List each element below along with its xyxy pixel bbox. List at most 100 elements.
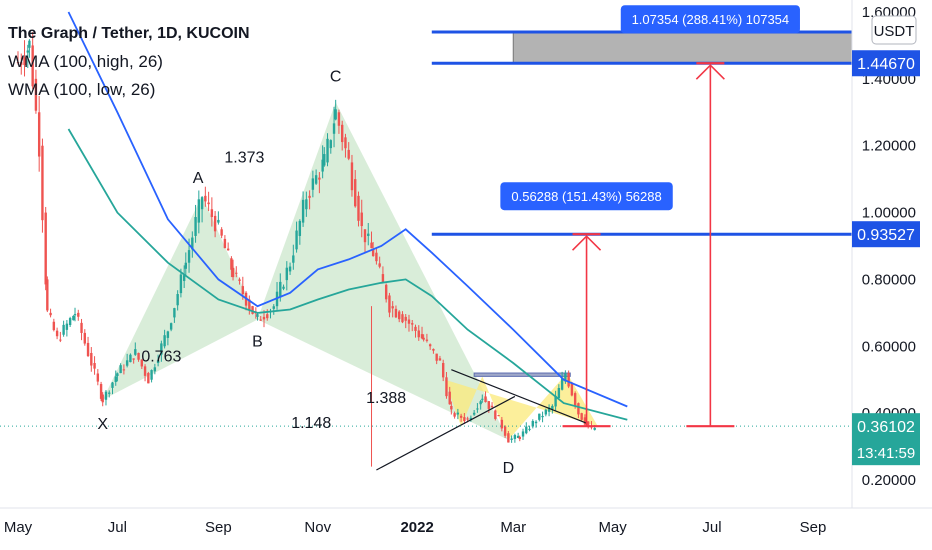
x-tick-label: Mar <box>500 519 526 536</box>
candle-body <box>197 199 201 223</box>
candle-body <box>560 378 564 390</box>
candle-body <box>295 230 298 250</box>
candle-body <box>20 62 23 65</box>
pattern-point-x: X <box>97 416 108 433</box>
candle-body <box>332 123 336 134</box>
candle-body <box>459 415 463 418</box>
candle-body <box>282 286 285 289</box>
target-price-tag-2: 1.44670 <box>852 50 920 77</box>
candle-body <box>272 306 275 309</box>
candle-body <box>231 267 235 278</box>
candle-body <box>490 405 494 408</box>
candle-body <box>77 312 80 317</box>
candle-body <box>96 373 100 382</box>
target-arrow-head <box>695 64 725 80</box>
candle-body <box>357 195 360 221</box>
x-tick-label: 2022 <box>400 519 433 536</box>
candles <box>16 31 596 443</box>
candle-body <box>354 179 357 207</box>
candle-body <box>384 284 388 300</box>
candle-body <box>184 262 187 269</box>
candle-body <box>140 359 144 367</box>
candle-body <box>510 438 513 440</box>
candle-body <box>340 124 344 143</box>
candle-body <box>525 426 528 434</box>
candle-body <box>329 140 332 149</box>
candle-body <box>223 238 227 249</box>
candle-body <box>68 318 72 326</box>
candle-body <box>41 145 44 221</box>
candle-body <box>173 308 176 318</box>
candle-body <box>256 314 259 317</box>
candle-body <box>220 229 223 236</box>
x-tick-label: Jul <box>108 519 127 536</box>
candle-body <box>463 417 466 422</box>
candle-body <box>116 373 119 376</box>
candle-body <box>169 323 173 330</box>
y-tick-label: 1.20000 <box>862 138 916 155</box>
legend-wma-high[interactable]: WMA (100, high, 26) <box>8 52 163 71</box>
target-band <box>512 31 861 64</box>
x-tick-label: Jul <box>702 519 721 536</box>
neckline-box <box>473 372 571 377</box>
candle-body <box>176 294 179 306</box>
target-price-tag-1: 0.93527 <box>852 221 920 248</box>
candle-body <box>531 420 534 427</box>
candle-body <box>570 383 574 396</box>
trendline-2 <box>451 369 587 424</box>
candle-body <box>156 360 160 363</box>
candle-body <box>407 319 411 324</box>
candle-body <box>137 352 140 360</box>
candle-body <box>481 398 484 400</box>
candle-body <box>360 212 363 227</box>
measure-label-text: 1.07354 (288.41%) 107354 <box>632 12 790 27</box>
candle-body <box>49 312 52 316</box>
candle-body <box>72 315 75 321</box>
candle-body <box>521 431 525 437</box>
candle-body <box>46 279 49 311</box>
candle-body <box>318 177 321 180</box>
candle-body <box>213 215 217 232</box>
candle-body <box>557 387 561 399</box>
candle-body <box>179 274 183 294</box>
candle-body <box>187 250 191 263</box>
candle-body <box>266 314 269 319</box>
candle-body <box>160 343 163 355</box>
pattern-ratio-label: 1.388 <box>366 390 406 407</box>
candle-body <box>528 428 531 430</box>
candle-body <box>108 392 111 394</box>
candle-body <box>428 344 432 347</box>
legend-symbol-title[interactable]: The Graph / Tether, 1D, KUCOIN <box>8 25 250 42</box>
candle-body <box>101 394 104 403</box>
candle-body <box>217 219 220 223</box>
candle-body <box>381 274 385 282</box>
currency-button[interactable]: USDT <box>871 15 917 45</box>
candle-body <box>200 197 204 210</box>
candle-body <box>321 159 324 172</box>
target-price-tag-1-value: 0.93527 <box>857 227 915 244</box>
candle-body <box>326 138 329 163</box>
candle-body <box>191 237 194 250</box>
candle-body <box>487 401 491 409</box>
candle-body <box>305 199 308 210</box>
candle-body <box>73 314 77 316</box>
candle-body <box>31 45 34 87</box>
candle-body <box>564 373 567 382</box>
candle-body <box>52 321 56 331</box>
pattern-point-a: A <box>193 170 204 187</box>
candle-body <box>226 248 230 251</box>
target-2: 1.07354 (288.41%) 107354 <box>431 5 861 428</box>
candle-body <box>577 403 580 415</box>
candle-body <box>90 352 93 366</box>
candle-body <box>580 413 583 420</box>
candle-body <box>500 419 504 429</box>
candle-body <box>194 217 197 236</box>
legend-wma-low[interactable]: WMA (100, low, 26) <box>8 80 156 99</box>
candle-body <box>301 199 305 223</box>
x-tick-label: Sep <box>800 519 827 536</box>
candle-body <box>554 395 557 407</box>
candle-body <box>398 311 401 320</box>
candle-body <box>314 175 318 184</box>
